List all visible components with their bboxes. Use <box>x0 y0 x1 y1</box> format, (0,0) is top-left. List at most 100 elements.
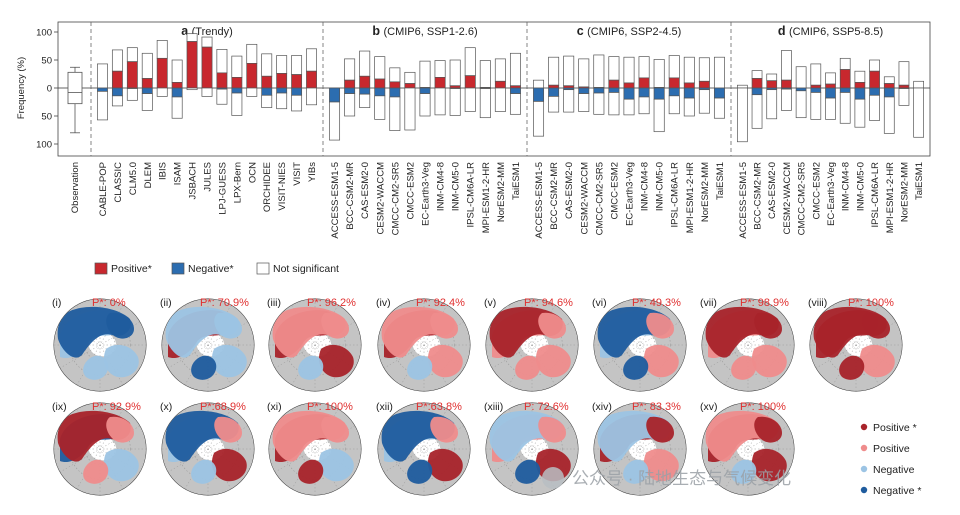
bar-negative-significant <box>374 87 386 97</box>
map-percentage: P*: 83.3% <box>632 401 681 413</box>
map-panel: (xiv) P*: 83.3% <box>592 401 687 496</box>
trend-region <box>427 344 463 378</box>
trend-region <box>298 459 324 484</box>
bar-negative-not-significant <box>126 88 138 101</box>
bar-group <box>306 48 317 106</box>
category-label: EC-Earth3-Veg <box>421 162 432 226</box>
bar-negative-not-significant <box>276 92 288 110</box>
bar-negative-not-significant <box>359 93 371 108</box>
trend-region <box>535 344 571 378</box>
bar-positive-significant <box>306 70 317 89</box>
map-content <box>810 299 902 391</box>
category-label: ACCESS-ESM1-5 <box>534 162 545 239</box>
category-label: CMCC-CM2-SR5 <box>390 162 401 235</box>
trend-region <box>731 459 757 484</box>
bar-negative-not-significant <box>737 87 748 143</box>
bar-group <box>171 59 183 119</box>
category-label: INM-CM4-8 <box>841 162 852 211</box>
bar-group <box>898 61 910 106</box>
map-content <box>702 403 794 495</box>
bar-positive-significant <box>698 80 710 89</box>
bar-positive-significant <box>623 82 635 89</box>
bar-positive-not-significant <box>359 50 371 77</box>
bar-positive-not-significant <box>781 50 792 81</box>
trend-region <box>751 448 787 482</box>
category-label: LPX-Bern <box>232 162 243 203</box>
map-content <box>54 403 146 495</box>
bar-negative-significant <box>419 87 431 94</box>
bar-positive-significant <box>781 79 792 89</box>
y-axis-title: Frequency (%) <box>16 57 27 119</box>
bar-group <box>97 63 108 121</box>
bar-group <box>246 43 258 97</box>
trend-region <box>211 448 247 482</box>
bar-group <box>464 47 476 112</box>
map-panel: (viii) P*: 100% <box>808 297 903 392</box>
map-content <box>594 299 686 391</box>
bar-negative-significant <box>548 87 560 97</box>
bar-group <box>261 53 273 108</box>
bar-negative-not-significant <box>548 96 560 113</box>
trend-region <box>106 312 134 339</box>
legend-swatch <box>256 262 270 275</box>
panel-d: d (CMIP6, SSP5-8.5) ACCESS-ESM1-5 BCC-CSM2… <box>737 24 925 239</box>
bar-positive-not-significant <box>638 56 650 79</box>
bar-negative-not-significant <box>668 95 680 115</box>
bar-negative-not-significant <box>404 87 416 131</box>
bar-negative-significant <box>883 87 895 98</box>
map-legend-marker <box>860 423 868 431</box>
bar-group <box>869 59 880 121</box>
bar-negative-significant <box>533 87 545 102</box>
bar-positive-not-significant <box>494 58 506 82</box>
bar-negative-not-significant <box>156 87 168 97</box>
panel-title: d (CMIP6, SSP5-8.5) <box>778 24 883 38</box>
category-label: INM-CM5-0 <box>451 162 462 211</box>
category-label: CAS-ESM2-0 <box>564 162 575 219</box>
bar-positive-not-significant <box>216 49 228 74</box>
bar-negative-not-significant <box>795 90 807 119</box>
y-tick-label: 100 <box>36 28 52 39</box>
bar-negative-not-significant <box>825 97 836 120</box>
bar-positive-not-significant <box>883 76 895 84</box>
bar-positive-not-significant <box>509 52 521 87</box>
bar-negative-significant <box>344 87 356 94</box>
category-label: CMCC-CM2-SR5 <box>797 162 808 235</box>
bar-positive-not-significant <box>713 56 725 89</box>
map-label: (vi) <box>592 297 607 309</box>
trend-region <box>321 312 349 339</box>
map-legend-marker <box>860 444 868 452</box>
bar-group <box>810 63 822 120</box>
bar-group <box>913 80 924 138</box>
bar-positive-significant <box>434 77 446 89</box>
bar-group <box>683 56 695 117</box>
bar-positive-significant <box>344 79 356 89</box>
bar-positive-not-significant <box>913 80 924 89</box>
bar-positive-significant <box>883 83 895 89</box>
bar-positive-not-significant <box>533 79 545 89</box>
bar-positive-significant <box>111 70 123 89</box>
watermark-icon <box>542 467 564 489</box>
map-label: (xv) <box>700 401 718 413</box>
bar-negative-significant <box>668 87 680 97</box>
map-percentage: P*:63.8% <box>416 401 462 413</box>
category-label: ISAM <box>173 162 184 185</box>
bar-positive-not-significant <box>563 55 575 87</box>
trend-region <box>859 344 895 378</box>
bar-negative-not-significant <box>216 88 228 105</box>
panel-title: b (CMIP6, SSP1-2.6) <box>372 24 477 38</box>
bar-negative-not-significant <box>494 87 506 112</box>
bar-positive-not-significant <box>231 55 243 78</box>
bar-negative-significant <box>653 87 665 100</box>
map-content <box>378 403 470 495</box>
bar-positive-not-significant <box>839 57 851 70</box>
bar-group <box>479 60 491 119</box>
legend-label: Negative* <box>188 263 234 275</box>
map-percentage: P*: 70.9% <box>200 297 249 309</box>
trend-region <box>430 312 458 339</box>
trend-region <box>321 416 349 443</box>
bar-group <box>839 57 851 124</box>
map-content <box>594 403 686 495</box>
trend-region <box>427 448 463 482</box>
bar-positive-not-significant <box>479 60 491 88</box>
category-label: JSBACH <box>188 162 199 200</box>
